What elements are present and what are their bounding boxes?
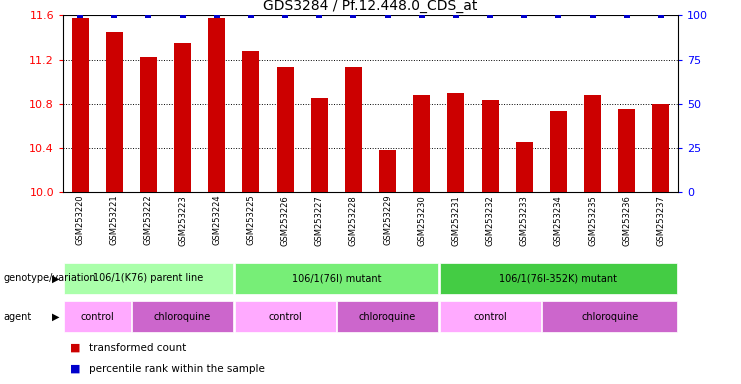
Bar — [106, 32, 123, 192]
Bar — [64, 263, 233, 294]
Text: ▶: ▶ — [52, 312, 59, 322]
Text: 106/1(K76) parent line: 106/1(K76) parent line — [93, 273, 204, 283]
Bar — [208, 18, 225, 192]
Text: transformed count: transformed count — [89, 343, 186, 353]
Bar — [242, 51, 259, 192]
Text: genotype/variation: genotype/variation — [4, 273, 96, 283]
Text: ■: ■ — [70, 364, 81, 374]
Bar — [140, 57, 157, 192]
Bar — [439, 301, 541, 332]
Text: chloroquine: chloroquine — [154, 312, 211, 322]
Bar — [72, 18, 89, 192]
Text: chloroquine: chloroquine — [581, 312, 638, 322]
Bar — [276, 67, 293, 192]
Bar — [482, 100, 499, 192]
Text: agent: agent — [4, 312, 32, 322]
Bar — [310, 98, 328, 192]
Text: control: control — [268, 312, 302, 322]
Title: GDS3284 / Pf.12.448.0_CDS_at: GDS3284 / Pf.12.448.0_CDS_at — [263, 0, 478, 13]
Bar — [550, 111, 567, 192]
Bar — [337, 301, 438, 332]
Text: control: control — [473, 312, 507, 322]
Bar — [64, 301, 130, 332]
Bar — [618, 109, 635, 192]
Bar — [132, 301, 233, 332]
Bar — [174, 43, 191, 192]
Text: percentile rank within the sample: percentile rank within the sample — [89, 364, 265, 374]
Bar — [413, 95, 431, 192]
Bar — [652, 104, 669, 192]
Text: chloroquine: chloroquine — [359, 312, 416, 322]
Bar — [345, 67, 362, 192]
Text: ■: ■ — [70, 343, 81, 353]
Bar — [584, 95, 601, 192]
Bar — [234, 301, 336, 332]
Bar — [448, 93, 465, 192]
Text: 106/1(76I) mutant: 106/1(76I) mutant — [291, 273, 381, 283]
Bar — [379, 150, 396, 192]
Bar — [439, 263, 677, 294]
Bar — [234, 263, 438, 294]
Text: control: control — [80, 312, 114, 322]
Text: ▶: ▶ — [52, 273, 59, 283]
Bar — [516, 142, 533, 192]
Text: 106/1(76I-352K) mutant: 106/1(76I-352K) mutant — [499, 273, 617, 283]
Bar — [542, 301, 677, 332]
